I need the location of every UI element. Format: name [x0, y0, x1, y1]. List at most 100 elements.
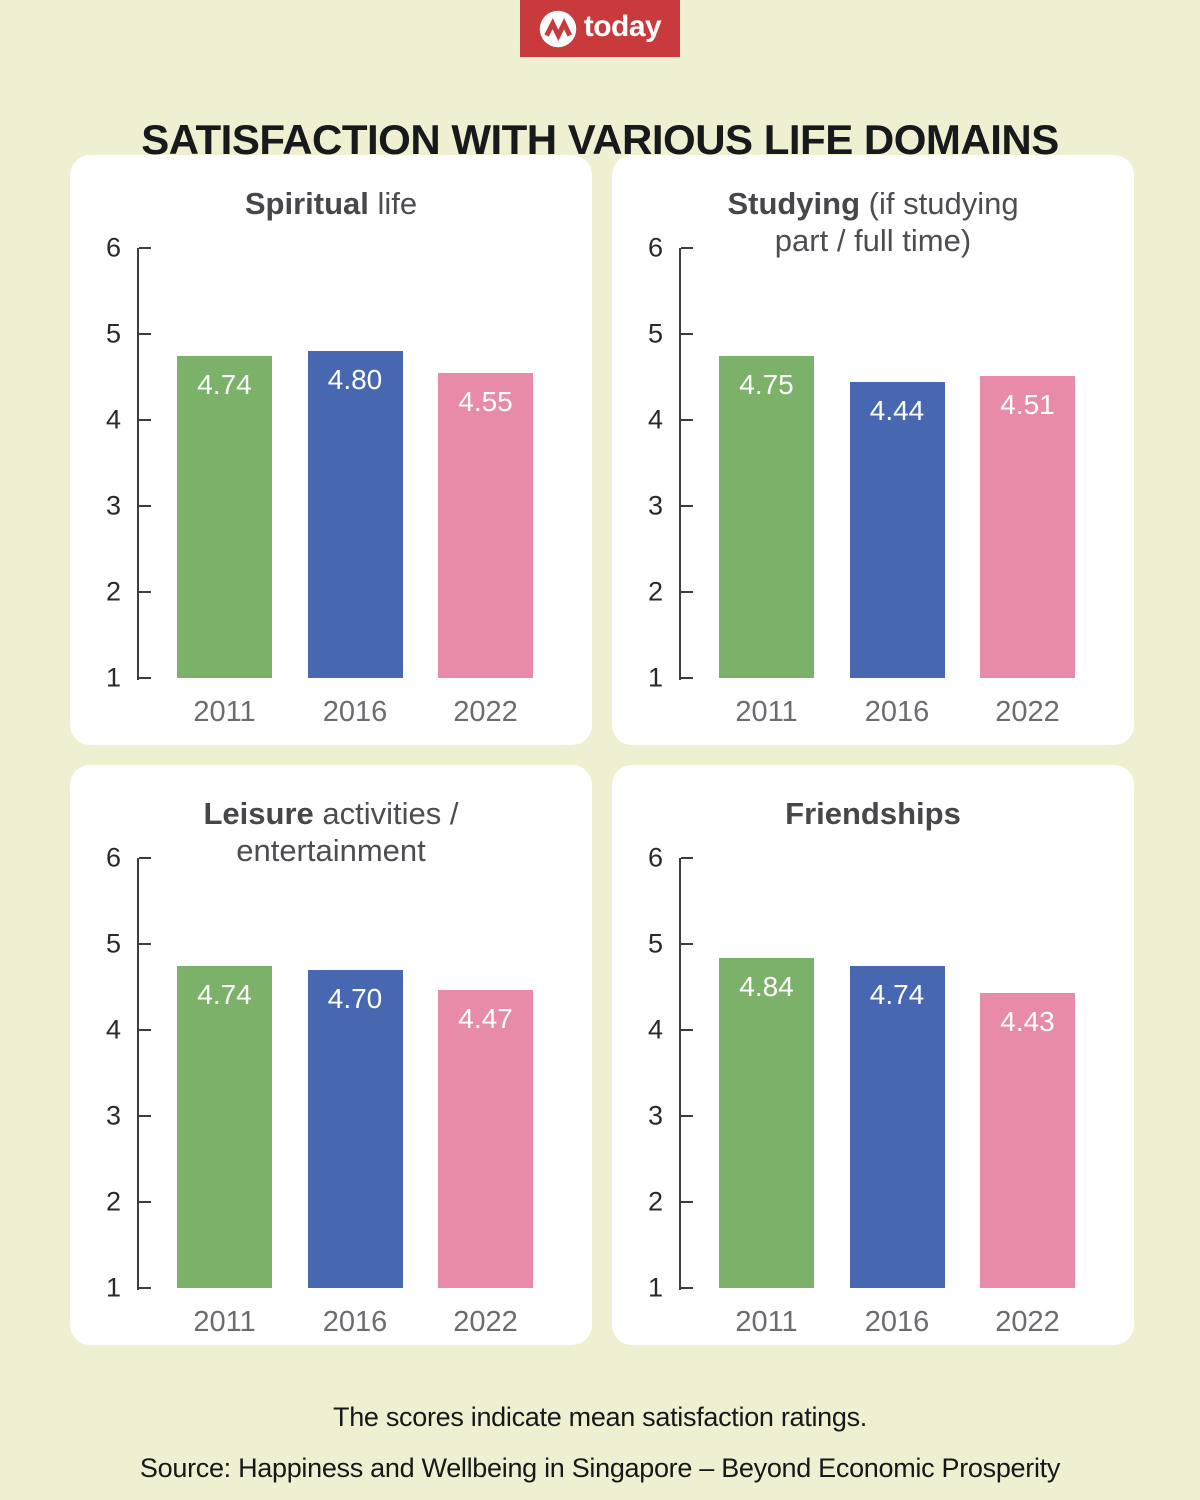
y-axis-tick-label: 5 — [647, 318, 663, 349]
y-axis-tick — [139, 591, 151, 593]
y-axis-tick-label: 6 — [647, 232, 663, 263]
x-axis-year-label: 2011 — [735, 696, 798, 728]
y-axis-tick — [681, 857, 693, 859]
y-axis-tick-label: 2 — [647, 576, 663, 607]
chart-title-bold-text: Studying — [727, 186, 861, 221]
y-axis-tick — [139, 1201, 151, 1203]
x-axis-year-label: 2022 — [995, 1306, 1060, 1338]
bar-2011: 4.84 — [719, 957, 814, 1288]
y-axis-tick — [139, 1287, 151, 1289]
y-axis-tick-label: 2 — [647, 1186, 663, 1217]
y-axis-tick — [139, 419, 151, 421]
bar-chart-plot: 6 5 4 3 2 1 4.74 2011 4.70 2016 4.47 2022 — [106, 844, 557, 1338]
y-axis-tick — [139, 857, 151, 859]
bar-chart-plot: 6 5 4 3 2 1 4.74 2011 4.80 2016 4.55 2022 — [106, 234, 557, 728]
y-axis-tick-label: 5 — [647, 928, 663, 959]
chart-title-line: Spiritual life — [70, 185, 592, 222]
chart-card-friendships: Friendships 6 5 4 3 2 1 4.84 2011 4.74 2016 4.43 20… — [612, 765, 1134, 1345]
x-axis-year-label: 2022 — [453, 696, 518, 728]
chart-title-regular-text: activities / — [313, 796, 459, 831]
y-axis-tick-label: 4 — [647, 404, 663, 435]
chart-title-regular-text: (if studying — [860, 186, 1019, 221]
bar-2016: 4.44 — [849, 382, 945, 678]
y-axis-tick — [139, 677, 151, 679]
bar-2016: 4.74 — [849, 966, 945, 1288]
bar-value-label: 4.43 — [1000, 1006, 1055, 1038]
chart-title-regular-text: entertainment — [236, 833, 426, 868]
bar-2016: 4.80 — [307, 351, 403, 678]
y-axis-tick-label: 3 — [105, 490, 121, 521]
y-axis-tick — [681, 1201, 693, 1203]
y-axis-tick-label: 6 — [647, 842, 663, 873]
bar-value-label: 4.75 — [739, 368, 794, 400]
y-axis-tick — [681, 1115, 693, 1117]
bar-2022: 4.47 — [438, 989, 533, 1288]
chart-title: Spiritual life — [70, 185, 592, 222]
chart-title-regular-text: life — [368, 186, 418, 221]
y-axis-tick — [139, 247, 151, 249]
y-axis-tick — [681, 333, 693, 335]
y-axis-tick — [681, 247, 693, 249]
y-axis-tick — [681, 1287, 693, 1289]
bar-value-label: 4.84 — [739, 970, 794, 1002]
y-axis-tick-label: 5 — [105, 928, 121, 959]
bar-value-label: 4.47 — [458, 1002, 513, 1034]
bar-2022: 4.43 — [980, 993, 1075, 1288]
bar-chart-plot: 6 5 4 3 2 1 4.75 2011 4.44 2016 4.51 2022 — [648, 234, 1099, 728]
y-axis-tick-label: 1 — [647, 662, 663, 693]
y-axis-tick-label: 5 — [105, 318, 121, 349]
bar-value-label: 4.51 — [1000, 389, 1055, 421]
y-axis-tick-label: 6 — [105, 842, 121, 873]
x-axis-year-label: 2011 — [193, 1306, 256, 1338]
x-axis-year-label: 2016 — [322, 1306, 388, 1338]
chart-title-line: entertainment — [70, 832, 592, 869]
y-axis-tick-label: 3 — [647, 1100, 663, 1131]
y-axis-line — [137, 858, 139, 1290]
y-axis-tick-label: 1 — [105, 1272, 121, 1303]
y-axis-tick-label: 2 — [105, 1186, 121, 1217]
y-axis-tick — [681, 943, 693, 945]
bar-value-label: 4.70 — [327, 982, 383, 1014]
x-axis-year-label: 2011 — [735, 1306, 798, 1338]
x-axis-year-label: 2016 — [864, 696, 930, 728]
x-axis-year-label: 2022 — [995, 696, 1060, 728]
bar-2022: 4.51 — [980, 376, 1075, 678]
y-axis-tick-label: 1 — [647, 1272, 663, 1303]
y-axis-tick-label: 2 — [105, 576, 121, 607]
bar-value-label: 4.55 — [458, 385, 513, 417]
chart-title: Friendships — [612, 795, 1134, 832]
y-axis-tick-label: 3 — [647, 490, 663, 521]
bar-2011: 4.74 — [177, 966, 272, 1288]
chart-card-leisure: Leisure activities / entertainment 6 5 4 3 2 1… — [70, 765, 592, 1345]
chart-title-line: Studying (if studying — [612, 185, 1134, 222]
bar-value-label: 4.74 — [197, 979, 252, 1011]
footnote-text: The scores indicate mean satisfaction ra… — [333, 1402, 867, 1432]
x-axis-year-label: 2022 — [453, 1306, 518, 1338]
bar-2011: 4.74 — [177, 356, 272, 678]
chart-title-line: Leisure activities / — [70, 795, 592, 832]
chart-title-bold-text: Spiritual — [244, 186, 369, 221]
y-axis-tick — [139, 1115, 151, 1117]
bar-2016: 4.70 — [307, 969, 403, 1288]
bar-value-label: 4.44 — [869, 395, 925, 427]
y-axis-tick-label: 4 — [105, 1014, 121, 1045]
y-axis-line — [137, 248, 139, 680]
bar-chart-plot: 6 5 4 3 2 1 4.84 2011 4.74 2016 4.43 2022 — [648, 844, 1099, 1338]
y-axis-tick — [681, 1029, 693, 1031]
x-axis-year-label: 2011 — [193, 696, 256, 728]
y-axis-line — [679, 248, 681, 680]
bar-value-label: 4.74 — [869, 979, 925, 1011]
y-axis-tick-label: 3 — [105, 1100, 121, 1131]
y-axis-tick-label: 1 — [105, 662, 121, 693]
x-axis-year-label: 2016 — [322, 696, 388, 728]
chart-title-line: part / full time) — [612, 222, 1134, 259]
y-axis-tick — [681, 419, 693, 421]
y-axis-tick — [139, 943, 151, 945]
chart-title: Leisure activities / entertainment — [70, 795, 592, 869]
y-axis-tick — [139, 505, 151, 507]
chart-card-spiritual-life: Spiritual life 6 5 4 3 2 1 4.74 2011 4.80 2016 4.5… — [70, 155, 592, 745]
chart-title-regular-text: part / full time) — [774, 223, 972, 258]
y-axis-tick-label: 6 — [105, 232, 121, 263]
chart-card-studying: Studying (if studying part / full time) 6… — [612, 155, 1134, 745]
